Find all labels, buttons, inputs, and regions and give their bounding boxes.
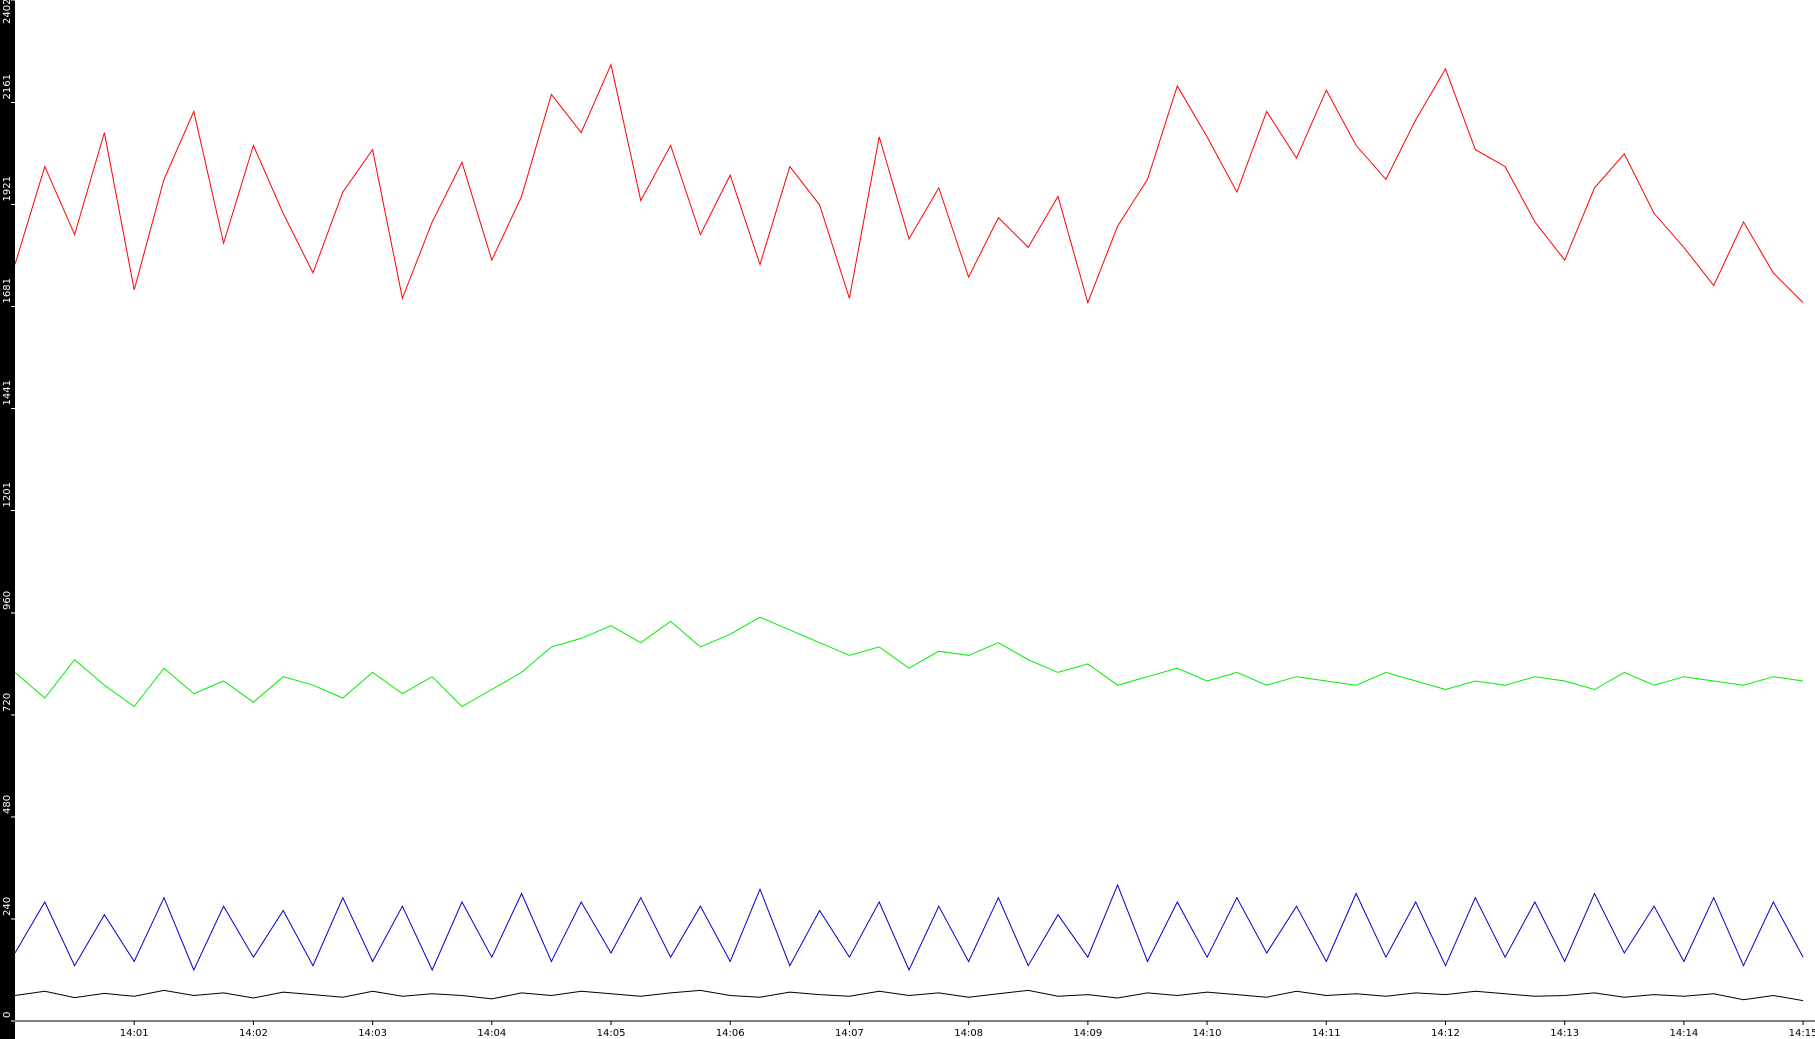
y-axis-band [0, 0, 15, 1039]
x-tick-label: 14:11 [1312, 1028, 1341, 1039]
x-tick-label: 14:04 [477, 1028, 506, 1039]
y-tick-label: 480 [2, 795, 13, 814]
x-tick-label: 14:15 [1789, 1028, 1815, 1039]
series-line [14, 62, 1804, 305]
x-tick-label: 14:08 [954, 1028, 983, 1039]
y-tick-label: 240 [2, 897, 13, 916]
y-tick-label: 960 [2, 591, 13, 610]
x-tick-label: 14:05 [597, 1028, 626, 1039]
series-line [14, 616, 1804, 708]
series-line [14, 883, 1804, 972]
series-line [14, 989, 1804, 1002]
x-tick-label: 14:02 [239, 1028, 268, 1039]
y-tick-label: 1681 [2, 278, 13, 303]
x-tick-label: 14:09 [1073, 1028, 1102, 1039]
y-tick-label: 1201 [2, 482, 13, 507]
x-tick-label: 14:06 [716, 1028, 745, 1039]
x-tick-label: 14:07 [835, 1028, 864, 1039]
y-tick-label: 0 [2, 1012, 13, 1018]
y-tick-label: 720 [2, 693, 13, 712]
y-tick-label: 1441 [2, 380, 13, 405]
x-tick-label: 14:10 [1193, 1028, 1222, 1039]
y-tick-label: 2161 [2, 74, 13, 99]
x-tick-label: 14:03 [358, 1028, 387, 1039]
x-tick-label: 14:14 [1669, 1028, 1698, 1039]
y-tick-label: 1921 [2, 176, 13, 201]
y-tick-label: 2402 [2, 0, 13, 24]
x-tick-label: 14:01 [120, 1028, 149, 1039]
x-tick-label: 14:13 [1550, 1028, 1579, 1039]
x-tick-label: 14:12 [1431, 1028, 1460, 1039]
